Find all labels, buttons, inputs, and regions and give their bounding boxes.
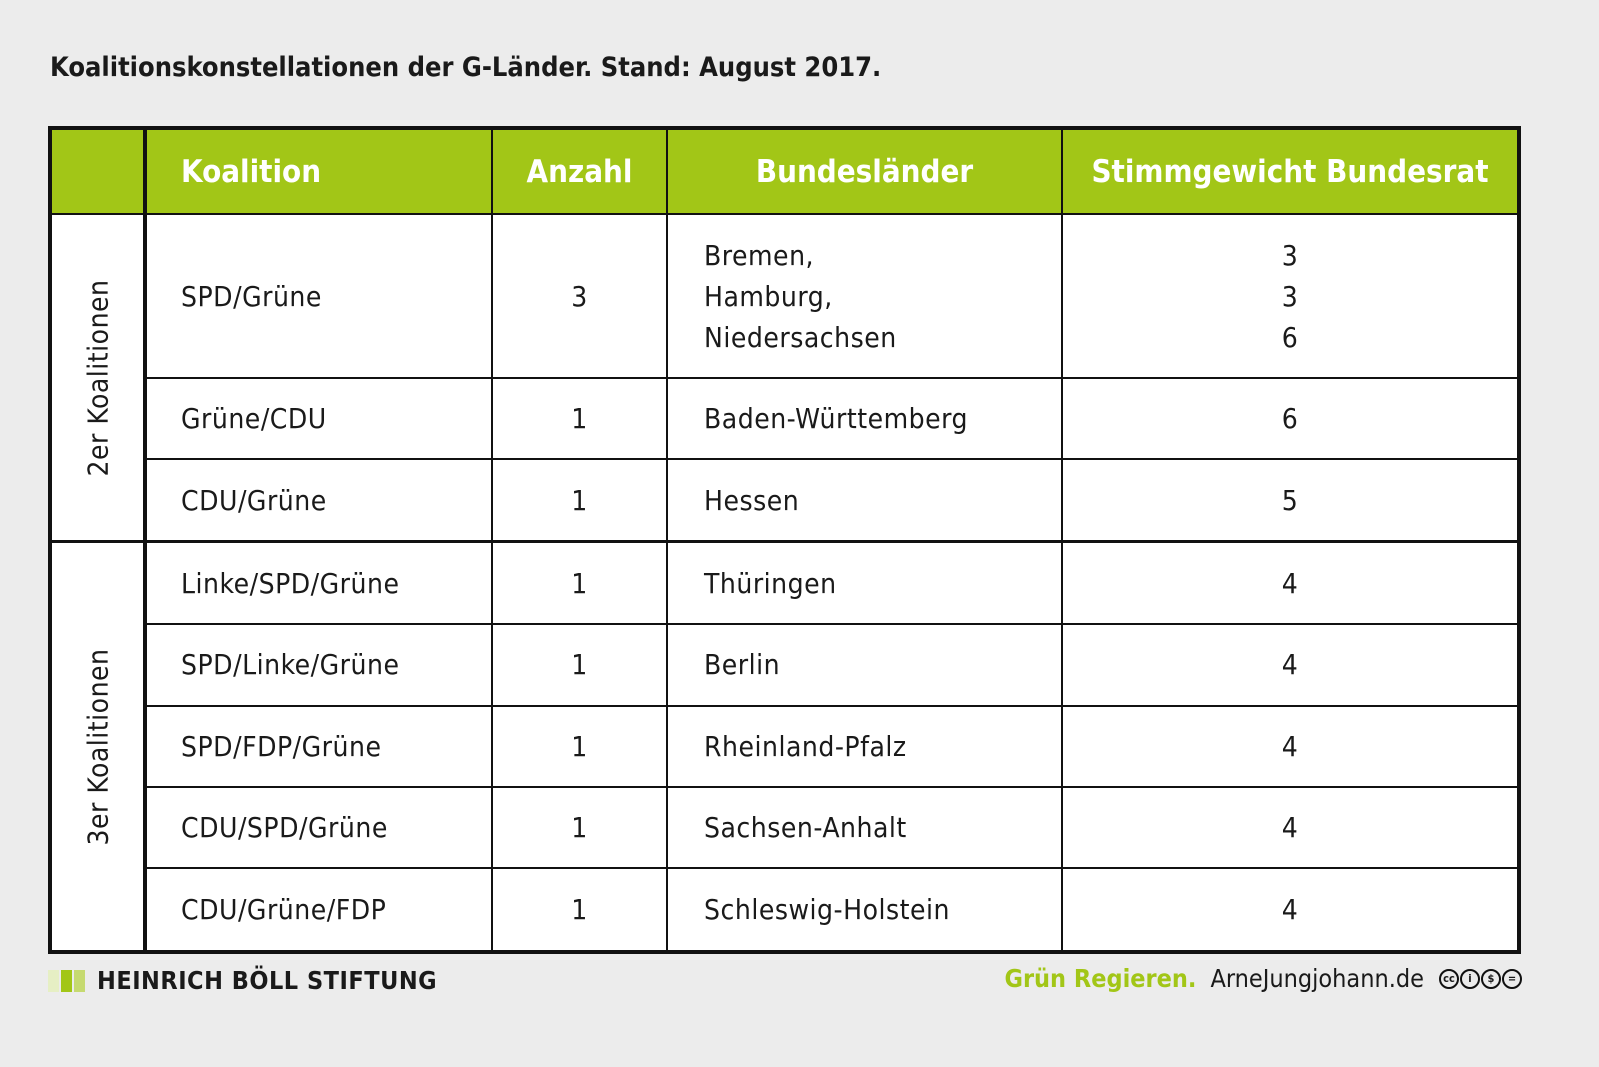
logo-square-icon <box>74 969 85 992</box>
nc-icon: $ <box>1481 968 1501 989</box>
cell-stimme: 4 <box>1061 867 1520 953</box>
cell-anzahl: 1 <box>491 540 668 626</box>
cell-stimme: 4 <box>1061 540 1520 626</box>
header-group <box>49 127 147 215</box>
cell-land: Thüringen <box>666 540 1063 626</box>
cell-anzahl: 1 <box>491 623 668 707</box>
cell-anzahl: 1 <box>491 785 668 870</box>
coalition-table: Koalition Anzahl Bundesländer Stimmgewic… <box>48 126 1521 954</box>
cell-land: Sachsen-Anhalt <box>666 785 1063 870</box>
cell-stimme: 6 <box>1061 376 1520 461</box>
cell-stimme: 4 <box>1061 785 1520 870</box>
cell-land: Hessen <box>666 458 1063 543</box>
group-label-text: 2er Koalitionen <box>81 279 114 477</box>
header-bundeslaender: Bundesländer <box>666 127 1063 215</box>
table-row: CDU/SPD/Grüne 1 Sachsen-Anhalt 4 <box>50 785 1520 870</box>
cell-koalition: Grüne/CDU <box>144 376 493 461</box>
cell-koalition: CDU/Grüne <box>144 458 493 543</box>
cell-anzahl: 1 <box>491 704 668 788</box>
cell-laender: Bremen, Hamburg, Niedersachsen <box>666 213 1063 379</box>
group-label-3er: 3er Koalitionen <box>49 540 147 954</box>
land: Hamburg, <box>704 279 833 313</box>
land: Bremen, <box>704 238 815 272</box>
foundation-name: HEINRICH BÖLL STIFTUNG <box>97 966 438 995</box>
cell-koalition: SPD/Grüne <box>144 213 493 379</box>
stimme: 3 <box>1281 238 1299 272</box>
cell-land: Baden-Württemberg <box>666 376 1063 461</box>
nd-icon: = <box>1502 968 1522 989</box>
stimme: 3 <box>1281 279 1299 313</box>
land: Niedersachsen <box>704 320 897 354</box>
table-row: SPD/Linke/Grüne 1 Berlin 4 <box>50 623 1520 707</box>
logo-square-icon <box>61 969 72 992</box>
cell-stimme: 4 <box>1061 704 1520 788</box>
cell-stimme: 5 <box>1061 458 1520 543</box>
table-row: CDU/Grüne/FDP 1 Schleswig-Holstein 4 <box>50 867 1520 953</box>
cell-koalition: SPD/FDP/Grüne <box>144 704 493 788</box>
group-label-2er: 2er Koalitionen <box>49 213 147 543</box>
table-row: 2er Koalitionen SPD/Grüne 3 Bremen, Hamb… <box>49 213 1520 543</box>
cell-land: Rheinland-Pfalz <box>666 704 1063 788</box>
cell-stimmen: 3 3 6 <box>1061 213 1520 379</box>
slogan: Grün Regieren. <box>1004 964 1197 993</box>
table-row: 3er Koalitionen Linke/SPD/Grüne 1 Thürin… <box>49 540 1520 954</box>
table-row: SPD/FDP/Grüne 1 Rheinland-Pfalz 4 <box>50 704 1520 788</box>
cell-koalition: Linke/SPD/Grüne <box>144 540 493 626</box>
cc-icon: cc <box>1439 968 1459 989</box>
table-row: Grüne/CDU 1 Baden-Württemberg 6 <box>50 376 1520 461</box>
cell-land: Berlin <box>666 623 1063 707</box>
header-stimmgewicht: Stimmgewicht Bundesrat <box>1061 127 1520 215</box>
header-anzahl: Anzahl <box>491 127 668 215</box>
cc-license-icons: cc i $ = <box>1438 968 1522 989</box>
cell-land: Schleswig-Holstein <box>666 867 1063 953</box>
group-label-text: 3er Koalitionen <box>81 648 114 846</box>
cell-koalition: SPD/Linke/Grüne <box>144 623 493 707</box>
table-row: CDU/Grüne 1 Hessen 5 <box>50 458 1520 543</box>
site-link[interactable]: ArneJungjohann.de <box>1210 964 1424 993</box>
logo-square-icon <box>48 969 59 992</box>
foundation-logo: HEINRICH BÖLL STIFTUNG <box>48 966 437 995</box>
cell-koalition: CDU/Grüne/FDP <box>144 867 493 953</box>
cell-anzahl: 1 <box>491 376 668 461</box>
page-title: Koalitionskonstellationen der G-Länder. … <box>50 52 882 83</box>
cell-stimme: 4 <box>1061 623 1520 707</box>
stimme: 6 <box>1281 320 1299 354</box>
cell-anzahl: 1 <box>491 867 668 953</box>
cell-anzahl: 3 <box>491 213 668 379</box>
cell-koalition: CDU/SPD/Grüne <box>144 785 493 870</box>
by-icon: i <box>1460 968 1480 989</box>
cell-anzahl: 1 <box>491 458 668 543</box>
footer-credits: Grün Regieren. ArneJungjohann.de cc i $ … <box>1004 964 1522 993</box>
table-header: Koalition Anzahl Bundesländer Stimmgewic… <box>49 127 1520 215</box>
header-koalition: Koalition <box>144 127 493 215</box>
